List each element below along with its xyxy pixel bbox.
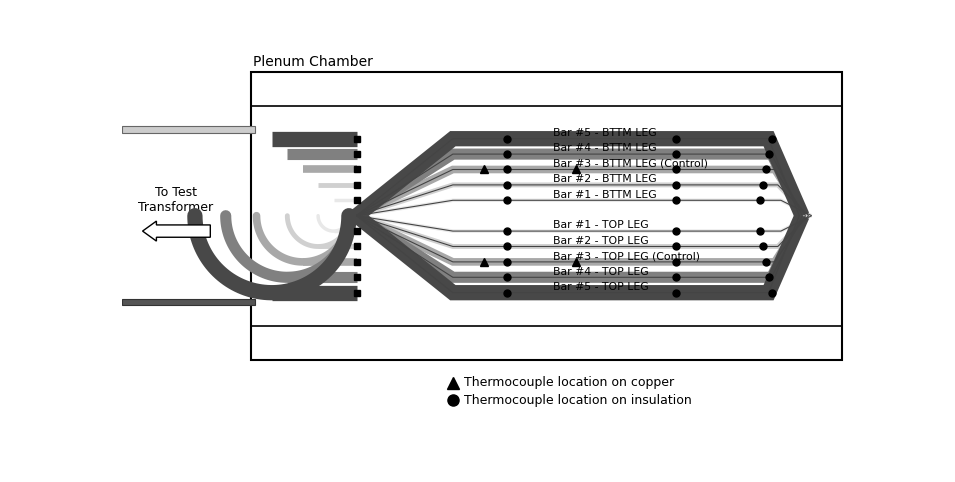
Text: Bar #2 - BTTM LEG: Bar #2 - BTTM LEG — [553, 174, 657, 184]
Bar — [122, 299, 255, 305]
Text: Thermocouple location on copper: Thermocouple location on copper — [463, 376, 674, 389]
Text: Bar #1 - BTTM LEG: Bar #1 - BTTM LEG — [553, 189, 657, 200]
Text: Bar #2 - TOP LEG: Bar #2 - TOP LEG — [553, 236, 648, 246]
FancyArrow shape — [142, 221, 210, 241]
Text: Bar #4 - TOP LEG: Bar #4 - TOP LEG — [553, 267, 648, 277]
Text: Thermocouple location on insulation: Thermocouple location on insulation — [463, 394, 691, 407]
Text: Bar #3 - BTTM LEG (Control): Bar #3 - BTTM LEG (Control) — [553, 159, 708, 169]
Bar — [122, 126, 255, 133]
Text: Bar #3 - TOP LEG (Control): Bar #3 - TOP LEG (Control) — [553, 251, 700, 261]
Text: Bar #5 - TOP LEG: Bar #5 - TOP LEG — [553, 282, 648, 292]
Text: Plenum Chamber: Plenum Chamber — [253, 54, 372, 68]
Text: Bar #4 - BTTM LEG: Bar #4 - BTTM LEG — [553, 143, 657, 153]
Text: To Test
Transformer: To Test Transformer — [138, 186, 213, 214]
Text: Bar #5 - BTTM LEG: Bar #5 - BTTM LEG — [553, 128, 657, 138]
Bar — [251, 72, 842, 360]
Text: Bar #1 - TOP LEG: Bar #1 - TOP LEG — [553, 220, 648, 230]
